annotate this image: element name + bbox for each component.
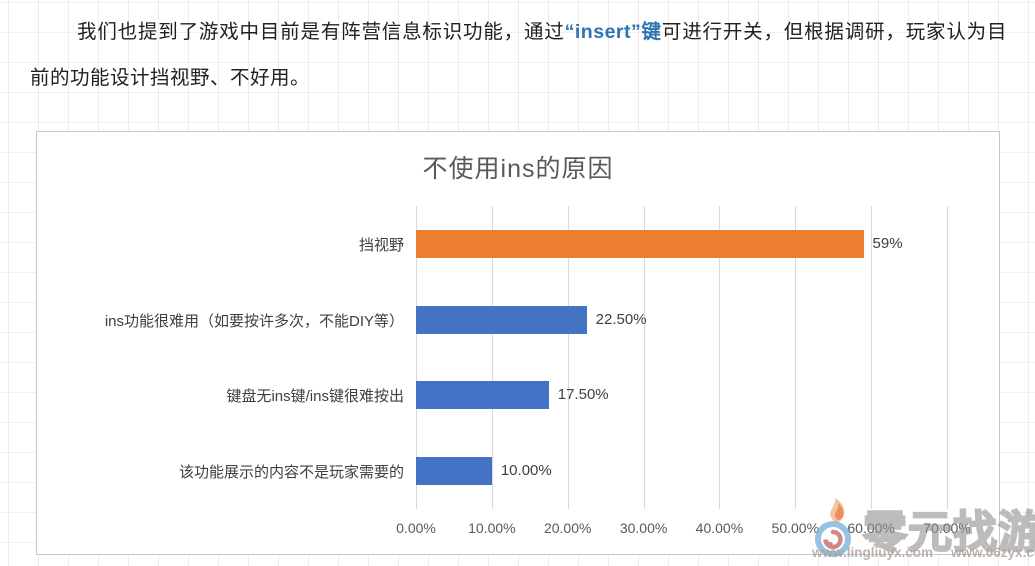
x-axis-tick-label: 30.00% [619,520,668,536]
x-axis-tick-label: 70.00% [923,520,971,536]
x-gridline [416,206,417,509]
paragraph-text-after: 可进行开关，但根据调研，玩家认为目前的功能设计挡视野、不好用。 [30,21,1007,89]
bar-chart: 不使用ins的原因 0.00% 10.00% 20.00% 30.00% 40.00% 5… [36,131,1000,555]
x-gridline [567,206,569,509]
x-axis-tick-label: 40.00% [695,520,744,536]
x-axis-tick-label: 0.00% [396,520,436,536]
category-label: 挡视野 [358,236,404,254]
x-gridline [719,206,721,509]
x-gridline [491,206,493,509]
watermark-url-1: www.lingliuyx.com [812,545,934,560]
chart-title: 不使用ins的原因 [422,155,614,183]
watermark-url-2: www.06zyx.com [951,545,1035,560]
bar-value-label: 22.50% [595,310,647,328]
x-gridline [947,206,948,509]
insert-key-highlight: “insert”键 [564,21,662,43]
category-label: 该功能展示的内容不是玩家需要的 [178,464,404,482]
paragraph-text-before: 我们也提到了游戏中目前是有阵营信息标识功能，通过 [77,21,565,43]
x-axis-tick-label: 10.00% [468,520,516,536]
bar-2 [416,305,587,334]
bar-3 [416,381,549,410]
intro-paragraph: 我们也提到了游戏中目前是有阵营信息标识功能，通过“insert”键可进行开关，但… [30,9,1007,101]
watermark-urls: www.lingliuyx.com www.06zyx.com [812,545,1035,560]
x-gridline [871,206,873,509]
watermark-logo-icon [804,497,866,564]
x-gridline [795,206,797,509]
bar-value-label: 17.50% [557,386,609,404]
watermark-brand-text: 零元找游戏 [862,507,1035,558]
x-gridline [643,206,645,509]
category-label: 键盘无ins键/ins键很难按出 [226,388,404,406]
bar-value-label: 10.00% [500,462,552,480]
x-axis-tick-label: 50.00% [771,520,820,536]
x-axis-tick-label: 60.00% [847,520,895,536]
x-axis-tick-label: 20.00% [543,520,592,536]
bar-1 [416,229,864,258]
category-label: ins功能很难用（如要按许多次，不能DIY等） [104,312,404,330]
bar-4 [416,457,492,486]
bar-value-label: 59% [872,234,903,252]
